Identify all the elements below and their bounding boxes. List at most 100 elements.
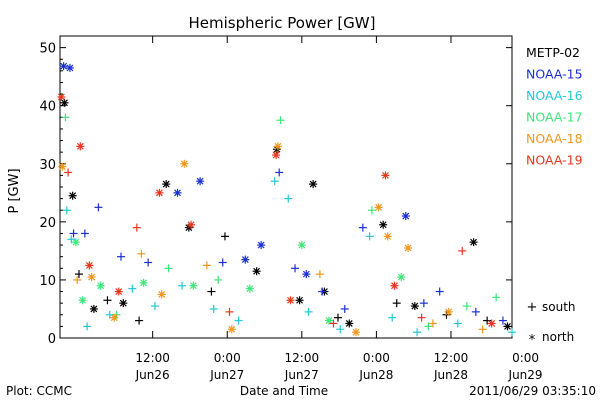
y-axis-ticks: 0 10 20 30 40 50 [39, 35, 512, 347]
marker-stroke [58, 163, 66, 171]
data-point-north [119, 299, 128, 308]
data-point-north [155, 188, 164, 197]
y-tick-label: 40 [39, 100, 56, 115]
marker-stroke [79, 296, 87, 304]
data-point-south [492, 293, 501, 302]
data-point-north [374, 203, 383, 212]
data-point-north [487, 319, 496, 328]
marker-stroke [187, 221, 195, 229]
data-point-south [105, 310, 114, 319]
data-point-north [96, 281, 105, 290]
data-point-north [196, 177, 205, 186]
data-point-north [401, 212, 410, 221]
data-point-north [58, 162, 67, 171]
marker-stroke [72, 238, 80, 246]
data-point-south [392, 299, 401, 308]
marker-stroke [296, 296, 303, 304]
marker-legend-north: north [542, 330, 574, 344]
y-axis-label: P [GW] [7, 168, 22, 213]
data-point-south [291, 264, 300, 273]
x-tick-label-time: 12:00 [434, 351, 469, 365]
data-point-south [498, 316, 507, 325]
marker-stroke [404, 244, 412, 252]
data-point-south [83, 322, 92, 331]
y-tick-label: 30 [39, 158, 56, 173]
data-point-south [275, 168, 284, 177]
data-point-north [189, 281, 198, 290]
data-point-north [397, 273, 406, 282]
data-point-south [336, 325, 345, 334]
x-tick-label-date: Jun28 [433, 368, 468, 382]
data-point-south [128, 284, 137, 293]
data-point-south [417, 313, 426, 322]
data-point-north [345, 319, 354, 328]
series-legend: METP-02 NOAA-15 NOAA-16 NOAA-17 NOAA-18 NOAA-… [526, 45, 583, 168]
data-point-north [87, 273, 96, 282]
data-point-south [419, 299, 428, 308]
marker-stroke [115, 288, 123, 295]
marker-stroke [162, 180, 170, 188]
data-point-south [220, 232, 229, 241]
marker-stroke [60, 62, 68, 70]
marker-stroke [97, 282, 105, 290]
marker-stroke [158, 291, 166, 298]
x-tick-label-time: 0:00 [214, 351, 241, 365]
data-point-south [318, 287, 327, 296]
marker-stroke [253, 267, 261, 275]
data-point-south [209, 304, 218, 313]
footer-plot-credit: Plot: CCMC [6, 384, 72, 398]
data-point-south [64, 168, 73, 177]
data-point-north [59, 62, 68, 71]
x-tick-label-date: Jun27 [209, 368, 244, 382]
plus-marker-symbol: + [527, 300, 538, 315]
data-point-north [309, 180, 318, 189]
marker-stroke [246, 285, 254, 293]
star-marker-symbol: * [529, 333, 536, 348]
marker-legend-south: south [542, 300, 576, 314]
x-tick-label-date: Jun26 [135, 368, 170, 382]
marker-stroke [90, 305, 98, 313]
data-point-north [410, 302, 419, 311]
data-point-north [157, 290, 166, 299]
marker-stroke [174, 189, 181, 197]
marker-stroke [196, 177, 204, 185]
data-point-south [458, 246, 467, 255]
data-point-north [60, 98, 69, 107]
data-point-south [333, 313, 342, 322]
marker-stroke [69, 192, 77, 200]
data-point-north [65, 63, 74, 72]
marker-stroke [76, 142, 84, 150]
footer-timestamp: 2011/06/29 03:35:10 [469, 384, 596, 398]
data-point-south [218, 258, 227, 267]
data-point-south [315, 270, 324, 279]
chart-title: Hemispheric Power [GW] [189, 14, 376, 32]
marker-stroke [156, 189, 163, 197]
data-point-north [252, 267, 261, 276]
data-points [57, 62, 516, 337]
marker-stroke [57, 93, 65, 101]
data-point-south [471, 307, 480, 316]
marker-stroke [375, 203, 383, 211]
data-point-north [444, 307, 453, 316]
data-point-north [245, 284, 254, 293]
marker-stroke [189, 282, 197, 290]
marker-stroke [180, 160, 188, 168]
data-point-south [69, 229, 78, 238]
y-tick-label: 50 [39, 42, 56, 57]
x-tick-label-date: Jun29 [508, 368, 543, 382]
data-point-north [85, 261, 94, 270]
data-point-south [453, 319, 462, 328]
data-point-south [340, 304, 349, 313]
x-axis-ticks: 12:00 Jun26 0:00 Jun27 12:00 Jun27 0:00 Jun28 12… [135, 36, 543, 382]
data-point-south [284, 194, 293, 203]
marker-stroke [274, 142, 282, 150]
data-point-south [207, 287, 216, 296]
data-point-south [304, 307, 313, 316]
legend-entry: NOAA-16 [526, 88, 583, 103]
data-point-south [388, 313, 397, 322]
data-point-north [76, 142, 85, 151]
legend-entry: NOAA-19 [526, 153, 583, 168]
x-tick-label-time: 12:00 [285, 351, 320, 365]
marker-stroke [61, 99, 68, 107]
